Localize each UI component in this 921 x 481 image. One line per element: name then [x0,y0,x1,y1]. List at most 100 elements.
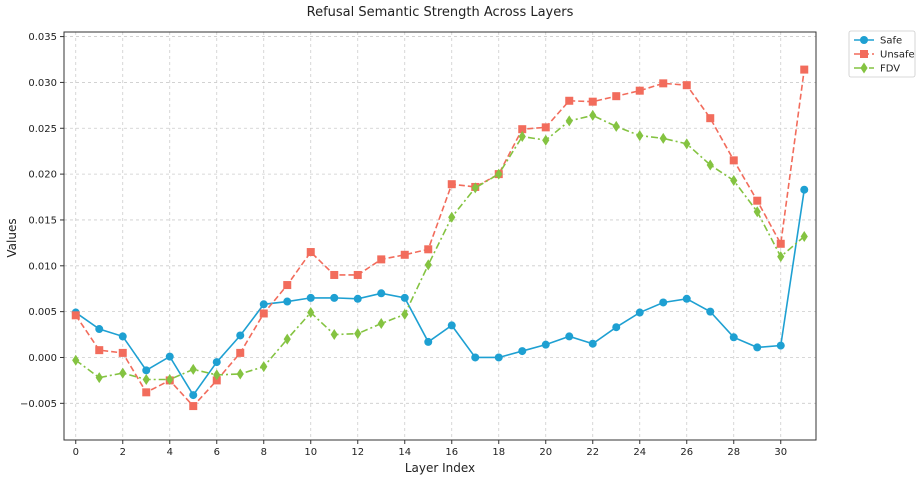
data-point-fdv [495,168,503,180]
series-fdv [72,109,808,385]
data-point-safe [800,185,809,194]
x-tick-label: 2 [120,447,126,458]
series-line-safe [75,189,806,397]
data-point-safe [588,339,597,348]
data-point-unsafe [518,125,527,134]
x-tick-label: 30 [774,447,787,458]
data-point-safe [142,366,151,375]
legend-item-fdv: FDV [854,62,900,75]
x-tick-label: 22 [586,447,599,458]
data-point-safe [776,341,785,350]
legend-item-safe: Safe [854,36,902,47]
data-point-unsafe [330,270,339,279]
data-point-unsafe [682,81,691,90]
data-point-safe [753,343,762,352]
data-point-fdv [683,138,691,150]
data-point-unsafe [588,97,597,106]
y-tick-label: 0.030 [28,78,57,89]
data-point-unsafe [236,348,245,357]
data-point-unsafe [142,388,151,397]
data-point-fdv [236,368,244,380]
x-tick-label: 26 [680,447,693,458]
y-tick-label: 0.020 [28,170,57,181]
x-tick-label: 6 [214,447,220,458]
data-point-safe [612,323,621,332]
data-point-fdv [401,308,409,320]
data-point-safe [189,391,198,400]
y-tick-label: 0.015 [28,215,57,226]
data-point-fdv [730,175,738,187]
data-point-safe [518,347,527,356]
x-tick-label: 18 [492,447,505,458]
data-point-fdv [213,369,221,381]
series-line-fdv [75,114,805,381]
data-point-safe [729,333,738,342]
x-tick-label: 20 [539,447,552,458]
data-point-safe [541,340,550,349]
data-point-fdv [589,109,597,121]
data-point-unsafe [753,196,762,205]
legend: Safe Unsafe FDV [848,30,916,78]
data-point-fdv [283,333,291,345]
data-point-safe [306,293,315,302]
data-point-safe [635,308,644,317]
data-point-safe [236,331,245,340]
data-point-unsafe [424,245,433,254]
legend-marker-fdv [860,62,868,74]
data-point-unsafe [612,92,621,101]
data-point-unsafe [306,248,315,257]
x-tick-label: 10 [304,447,317,458]
data-point-unsafe [95,346,104,355]
x-tick-label: 8 [261,447,267,458]
data-point-unsafe [635,86,644,95]
data-point-fdv [706,159,714,171]
data-point-safe [259,300,268,309]
data-point-fdv [471,182,479,194]
data-point-fdv [377,318,385,330]
data-point-fdv [166,373,174,385]
data-point-safe [424,337,433,346]
data-point-safe [353,294,362,303]
series-unsafe [71,65,809,411]
axis-ticks: 0 2 4 6 8 10 12 14 16 18 20 22 24 26 28 30−0.0050.0000.… [20,32,787,458]
data-point-fdv [119,367,127,379]
y-tick-label: −0.005 [20,399,57,410]
y-axis-label: Values [5,218,19,257]
data-point-unsafe [71,311,80,320]
data-point-unsafe [259,309,268,318]
data-point-safe [706,307,715,316]
legend-label-fdv: FDV [880,64,900,75]
data-point-unsafe [729,156,738,165]
data-point-fdv [518,131,526,143]
chart-title: Refusal Semantic Strength Across Layers [307,5,574,20]
x-tick-label: 28 [727,447,740,458]
x-tick-label: 12 [351,447,364,458]
data-point-unsafe [659,79,668,88]
data-point-unsafe [706,114,715,123]
data-point-fdv [354,328,362,340]
legend-item-unsafe: Unsafe [854,50,915,61]
data-point-unsafe [447,180,456,189]
series-line-unsafe [75,69,806,408]
data-point-safe [330,293,339,302]
data-point-fdv [636,130,644,142]
data-point-fdv [95,372,103,384]
x-tick-label: 16 [445,447,458,458]
data-point-fdv [448,211,456,223]
y-tick-label: 0.000 [28,353,57,364]
data-point-safe [212,358,221,367]
x-tick-label: 24 [633,447,646,458]
y-tick-label: 0.010 [28,261,57,272]
data-point-safe [659,298,668,307]
legend-label-safe: Safe [880,36,902,47]
data-point-fdv [330,329,338,341]
data-point-unsafe [800,65,809,74]
data-point-unsafe [400,250,409,259]
legend-marker-unsafe [860,50,868,58]
data-point-fdv [189,363,197,375]
data-point-fdv [542,134,550,146]
y-tick-label: 0.025 [28,124,57,135]
series-group [71,65,809,411]
legend-label-unsafe: Unsafe [880,50,915,61]
